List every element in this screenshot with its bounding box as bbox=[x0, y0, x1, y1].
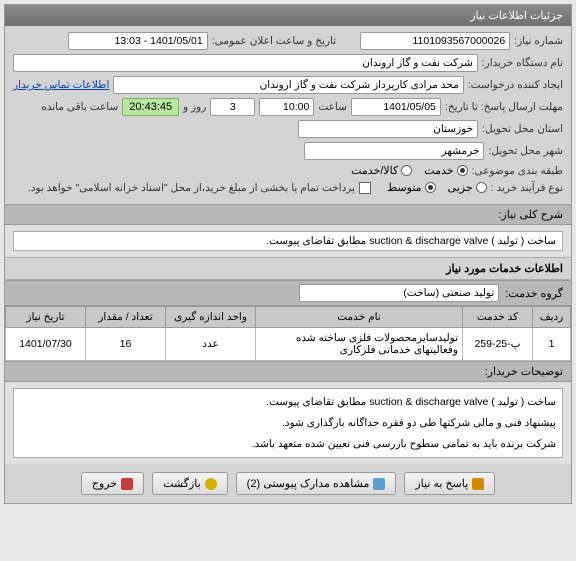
announce-label: تاریخ و ساعت اعلان عمومی: bbox=[212, 35, 336, 47]
table-header-row: ردیف کد خدمت نام خدمت واحد اندازه گیری ت… bbox=[6, 307, 571, 328]
payment-checkbox[interactable] bbox=[359, 182, 371, 194]
note-line-1: ساخت ( تولید ) suction & discharge valve… bbox=[20, 392, 556, 413]
buyer-name-label: نام دستگاه خریدار: bbox=[482, 57, 563, 69]
reply-button[interactable]: پاسخ به نیاز bbox=[404, 472, 495, 495]
col-code: کد خدمت bbox=[463, 307, 533, 328]
cell-unit: عدد bbox=[166, 328, 256, 361]
cell-code: پ-25-259 bbox=[463, 328, 533, 361]
requester-input[interactable] bbox=[113, 76, 463, 94]
cell-name: تولیدسایرمحصولات فلزی ساخته شده وفعالیته… bbox=[256, 328, 463, 361]
need-no-input[interactable] bbox=[360, 32, 510, 50]
overview-text: ساخت ( تولید ) suction & discharge valve… bbox=[13, 231, 563, 251]
reply-label: پاسخ به نیاز bbox=[415, 477, 468, 490]
radio-dot-icon bbox=[476, 182, 487, 193]
buyer-notes-box: ساخت ( تولید ) suction & discharge valve… bbox=[13, 388, 563, 458]
col-qty: تعداد / مقدار bbox=[86, 307, 166, 328]
services-heading: اطلاعات خدمات مورد نیاز bbox=[5, 257, 571, 280]
attachments-label: مشاهده مدارک پیوستی (2) bbox=[247, 477, 370, 490]
buyer-name-input[interactable] bbox=[13, 54, 478, 72]
process-radios: جزیی متوسط bbox=[387, 181, 487, 194]
radio-minor[interactable]: جزیی bbox=[448, 181, 487, 194]
radio-dot-icon bbox=[425, 182, 436, 193]
deadline-time-input[interactable] bbox=[259, 98, 314, 116]
requester-label: ایجاد کننده درخواست: bbox=[468, 79, 563, 91]
details-panel: جزئیات اطلاعات نیاز شماره نیاز: تاریخ و … bbox=[4, 4, 572, 504]
col-name: نام خدمت bbox=[256, 307, 463, 328]
need-no-label: شماره نیاز: bbox=[514, 35, 563, 47]
days-label: روز و bbox=[183, 101, 206, 113]
table-row[interactable]: 1 پ-25-259 تولیدسایرمحصولات فلزی ساخته ش… bbox=[6, 328, 571, 361]
radio-goods-service[interactable]: کالا/خدمت bbox=[351, 164, 412, 177]
overview-title: شرح کلی نیاز: bbox=[5, 204, 571, 225]
note-line-3: شرکت برنده باید به تمامی سطوح بازرسی فنی… bbox=[20, 434, 556, 455]
back-button[interactable]: بازگشت bbox=[152, 472, 228, 495]
exit-label: خروج bbox=[92, 477, 117, 490]
radio-service[interactable]: خدمت bbox=[424, 164, 467, 177]
cell-row: 1 bbox=[533, 328, 571, 361]
button-bar: پاسخ به نیاز مشاهده مدارک پیوستی (2) باز… bbox=[5, 464, 571, 503]
table-wrap: ردیف کد خدمت نام خدمت واحد اندازه گیری ت… bbox=[5, 306, 571, 361]
radio-medium-label: متوسط bbox=[387, 181, 422, 194]
buyer-notes-title: توضیحات خریدار: bbox=[5, 361, 571, 382]
time-label-1: ساعت bbox=[318, 101, 347, 113]
radio-service-label: خدمت bbox=[424, 164, 453, 177]
payment-note: پرداخت تمام یا بخشی از مبلغ خرید،از محل … bbox=[28, 182, 355, 194]
group-input[interactable] bbox=[299, 284, 499, 302]
province-label: استان محل تحویل: bbox=[482, 123, 563, 135]
attachment-icon bbox=[373, 478, 385, 490]
attachments-button[interactable]: مشاهده مدارک پیوستی (2) bbox=[236, 472, 397, 495]
back-label: بازگشت bbox=[163, 477, 201, 490]
city-input[interactable] bbox=[304, 142, 484, 160]
reply-icon bbox=[472, 478, 484, 490]
note-line-2: پیشنهاد فنی و مالی شرکتها طی دو فقره جدا… bbox=[20, 413, 556, 434]
buyer-notes-body: ساخت ( تولید ) suction & discharge valve… bbox=[5, 382, 571, 464]
category-radios: خدمت کالا/خدمت bbox=[351, 164, 467, 177]
deadline-date-input[interactable] bbox=[351, 98, 441, 116]
city-label: شهر محل تحویل: bbox=[488, 145, 563, 157]
form-area: شماره نیاز: تاریخ و ساعت اعلان عمومی: نا… bbox=[5, 26, 571, 204]
deadline-label: مهلت ارسال پاسخ: تا تاریخ: bbox=[445, 101, 563, 113]
radio-dot-icon bbox=[401, 165, 412, 176]
back-icon bbox=[205, 478, 217, 490]
category-label: طبقه بندی موضوعی: bbox=[472, 165, 563, 177]
radio-minor-label: جزیی bbox=[448, 181, 473, 194]
exit-icon bbox=[121, 478, 133, 490]
remain-time: 20:43:45 bbox=[122, 98, 179, 116]
cell-qty: 16 bbox=[86, 328, 166, 361]
col-row: ردیف bbox=[533, 307, 571, 328]
radio-goods-service-label: کالا/خدمت bbox=[351, 164, 398, 177]
exit-button[interactable]: خروج bbox=[81, 472, 144, 495]
col-date: تاریخ نیاز bbox=[6, 307, 86, 328]
radio-medium[interactable]: متوسط bbox=[387, 181, 436, 194]
col-unit: واحد اندازه گیری bbox=[166, 307, 256, 328]
remain-label: ساعت باقی مانده bbox=[41, 101, 118, 113]
services-table: ردیف کد خدمت نام خدمت واحد اندازه گیری ت… bbox=[5, 306, 571, 361]
service-group-row: گروه خدمت: bbox=[5, 280, 571, 306]
contact-link[interactable]: اطلاعات تماس خریدار bbox=[13, 79, 109, 91]
panel-title: جزئیات اطلاعات نیاز bbox=[5, 5, 571, 26]
announce-input[interactable] bbox=[68, 32, 208, 50]
process-label: نوع فرآیند خرید : bbox=[491, 182, 563, 194]
days-input[interactable] bbox=[210, 98, 255, 116]
group-label: گروه خدمت: bbox=[505, 287, 563, 300]
province-input[interactable] bbox=[298, 120, 478, 138]
overview-body: ساخت ( تولید ) suction & discharge valve… bbox=[5, 225, 571, 257]
radio-dot-icon bbox=[457, 165, 468, 176]
cell-date: 1401/07/30 bbox=[6, 328, 86, 361]
